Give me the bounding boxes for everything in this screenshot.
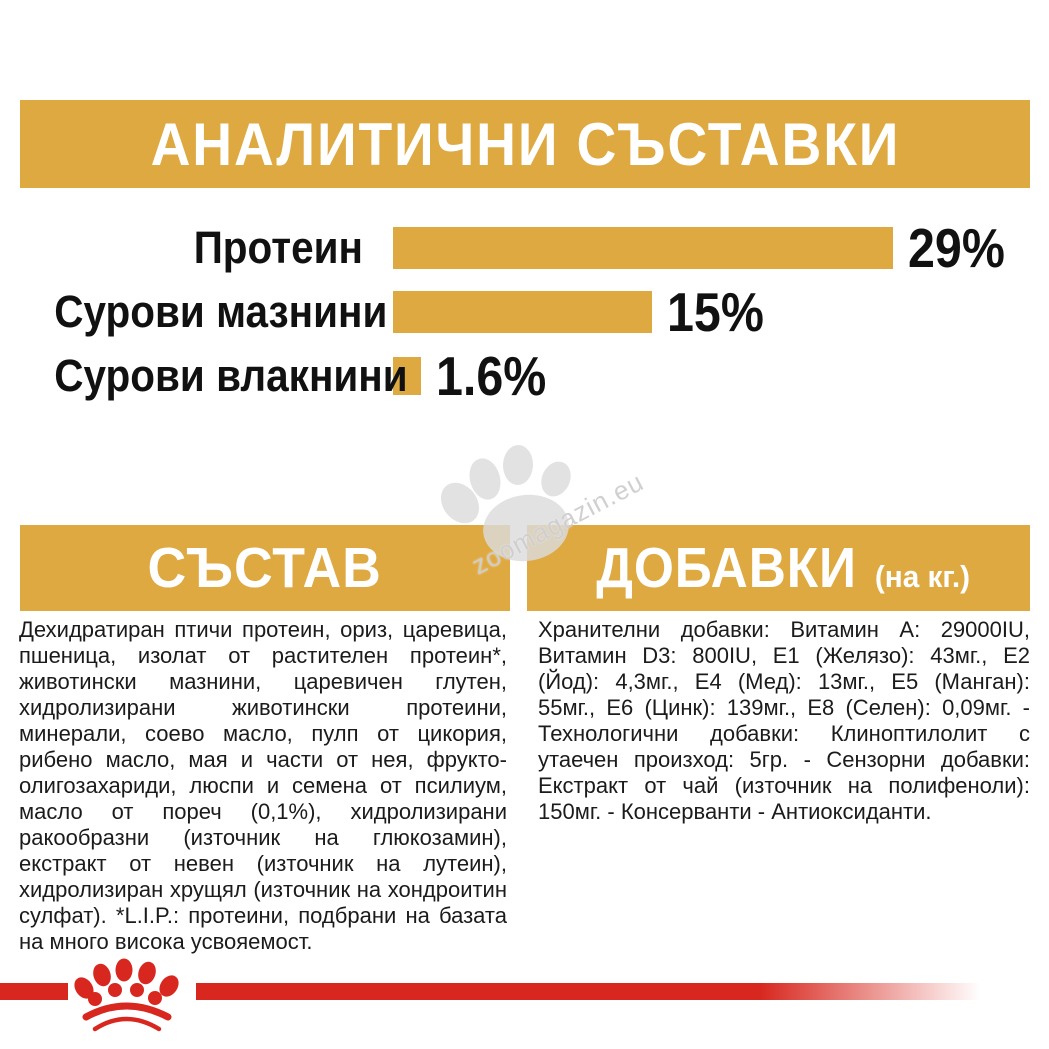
additives-body-text: Хранителни добавки: Витамин А: 29000IU, …: [538, 617, 1030, 824]
chart-value-label: 15%: [667, 281, 764, 343]
chart-value-label: 1.6%: [436, 345, 547, 407]
chart-category-label: Сурови мазнини: [54, 286, 388, 337]
footer-red-rule-right: [196, 983, 1049, 1000]
chart-row-crude-fibre: Сурови влакнини 1.6%: [20, 345, 1040, 407]
chart-category-label: Сурови влакнини: [54, 350, 408, 401]
analytical-constituents-banner: АНАЛИТИЧНИ СЪСТАВКИ: [20, 100, 1030, 188]
chart-bar: [393, 291, 652, 333]
composition-heading: СЪСТАВ: [147, 536, 383, 600]
chart-value-label: 29%: [908, 217, 1005, 279]
chart-bar: [393, 227, 893, 269]
chart-bar: [393, 357, 421, 395]
additives-heading: ДОБАВКИ: [595, 536, 857, 600]
royal-canin-crown-icon: [74, 958, 179, 1032]
additives-heading-suffix: (на кг.): [874, 559, 970, 594]
chart-row-crude-fat: Сурови мазнини 15%: [20, 281, 1040, 343]
footer-red-rule-left: [0, 983, 68, 1000]
page-title: АНАЛИТИЧНИ СЪСТАВКИ: [150, 110, 900, 178]
chart-row-protein: Протеин 29%: [20, 217, 1040, 279]
chart-category-label: Протеин: [193, 222, 363, 273]
composition-banner: СЪСТАВ: [20, 525, 510, 611]
composition-body-text: Дехидратиран птичи протеин, ориз, цареви…: [19, 617, 507, 954]
additives-banner: ДОБАВКИ (на кг.): [527, 525, 1030, 611]
